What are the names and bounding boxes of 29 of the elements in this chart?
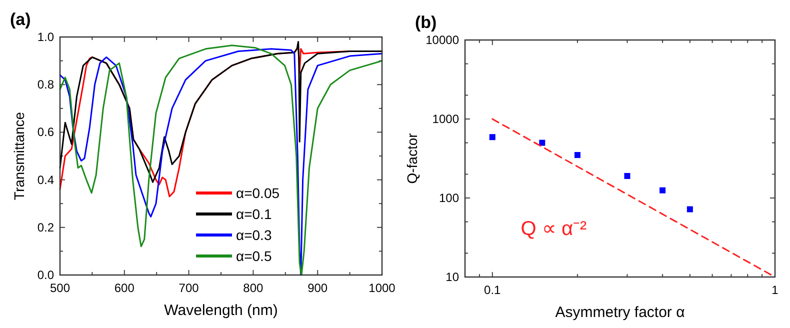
x-axis-title: Wavelength (nm) <box>164 302 278 319</box>
y-tick-label: 1000 <box>432 112 460 126</box>
y-tick-label: 0.2 <box>37 220 54 234</box>
x-tick-label: 1 <box>772 283 779 297</box>
x-tick-label: 900 <box>308 281 328 295</box>
y-tick-label: 0.8 <box>37 78 54 92</box>
x-tick-label: 800 <box>243 281 264 295</box>
x-axis-title: Asymmetry factor α <box>555 304 686 321</box>
x-tick-label: 600 <box>114 281 135 295</box>
x-tick-label: 1000 <box>368 281 396 295</box>
y-axis-title: Q-factor <box>404 132 420 184</box>
y-tick-label: 10 <box>446 270 460 284</box>
y-tick-label: 0.4 <box>37 172 54 187</box>
y-axis-title: Transmittance <box>11 112 27 200</box>
legend-label: α=0.5 <box>236 248 272 264</box>
y-tick-label: 10000 <box>426 33 460 47</box>
y-tick-label: 0.0 <box>37 268 54 282</box>
chart-title: (b) <box>415 13 437 32</box>
legend-label: α=0.1 <box>236 206 272 222</box>
legend-label: α=0.05 <box>236 185 280 201</box>
y-tick-label: 1.0 <box>37 30 54 44</box>
y-tick-label: 100 <box>438 191 460 205</box>
y-tick-label: 0.6 <box>37 125 54 140</box>
annotation: Q ∝ α⁻² <box>520 218 588 240</box>
x-tick-label: 500 <box>50 281 70 295</box>
legend-label: α=0.3 <box>236 227 272 243</box>
chart-title: (a) <box>10 10 31 29</box>
x-tick-label: 700 <box>178 281 200 295</box>
x-tick-label: 0.1 <box>484 283 502 297</box>
